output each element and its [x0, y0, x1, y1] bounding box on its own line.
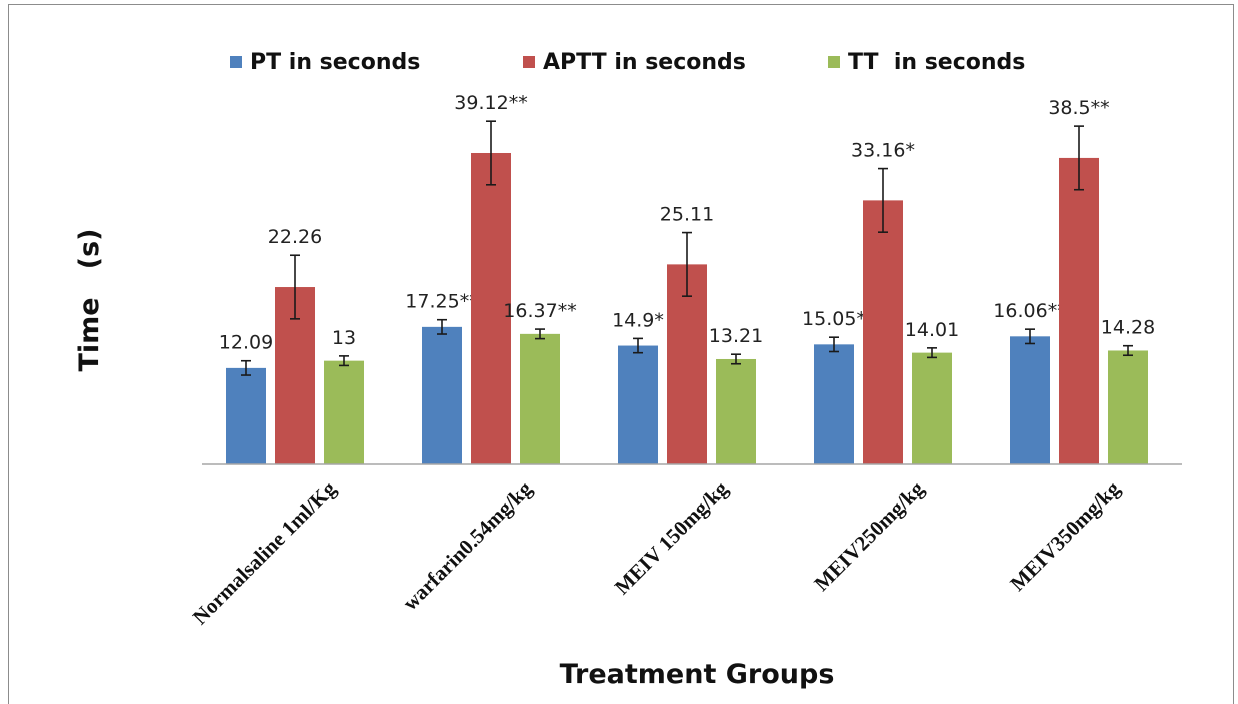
data-label-1-4: 15.05* [802, 308, 866, 330]
data-label-2-1: 22.26 [268, 226, 322, 248]
bar-2-3 [667, 264, 707, 464]
bar-3-2 [520, 333, 560, 464]
legend: PT in seconds APTT in seconds TT in seco… [230, 50, 1025, 75]
bar-3-1 [324, 360, 364, 464]
data-label-1-3: 14.9* [612, 309, 664, 331]
legend-swatch-pt [230, 56, 242, 68]
data-label-3-3: 13.21 [709, 325, 763, 347]
data-label-1-5: 16.06** [993, 300, 1066, 322]
x-axis-title: Treatment Groups [560, 659, 835, 690]
legend-label-tt: TT in seconds [848, 50, 1025, 75]
bar-1-4 [814, 344, 854, 464]
category-label-5: MEIV350mg/kg [1005, 476, 1125, 596]
error-bar-3-1 [339, 355, 349, 367]
bar-2-5 [1059, 157, 1099, 465]
category-label-2: warfarin0.54mg/kg [398, 476, 537, 615]
error-bar-1-5 [1025, 328, 1035, 345]
bar-1-2 [422, 326, 462, 464]
error-bar-3-2 [535, 328, 545, 340]
legend-label-pt: PT in seconds [250, 50, 420, 75]
error-bar-2-3 [682, 231, 692, 297]
data-label-2-4: 33.16* [851, 140, 915, 162]
error-bar-1-4 [829, 336, 839, 353]
data-label-2-2: 39.12** [454, 92, 527, 114]
data-label-2-3: 25.11 [660, 204, 714, 226]
error-bar-2-2 [486, 120, 496, 186]
data-label-3-1: 13 [332, 327, 356, 349]
bar-3-4 [912, 352, 952, 464]
error-bar-2-5 [1074, 125, 1084, 191]
category-label-3: MEIV 150mg/kg [610, 476, 733, 599]
data-label-1-2: 17.25** [405, 291, 478, 313]
category-label-1: Normalsaline 1ml/Kg [188, 476, 341, 629]
legend-label-aptt: APTT in seconds [543, 50, 746, 75]
bar-1-3 [618, 345, 658, 464]
error-bar-2-1 [290, 254, 300, 320]
error-bar-3-3 [731, 353, 741, 365]
bar-2-4 [863, 200, 903, 465]
legend-swatch-tt [828, 56, 840, 68]
bar-1-1 [226, 367, 266, 464]
error-bar-2-4 [878, 167, 888, 233]
data-label-3-5: 14.28 [1101, 317, 1155, 339]
error-bar-3-5 [1123, 344, 1133, 357]
data-label-3-2: 16.37** [503, 300, 576, 322]
bar-3-3 [716, 358, 756, 464]
category-labels: Normalsaline 1ml/Kg warfarin0.54mg/kg MEIV… [188, 476, 1125, 629]
error-bar-1-2 [437, 318, 447, 335]
data-label-2-5: 38.5** [1048, 97, 1109, 119]
data-label-3-4: 14.01 [905, 319, 959, 341]
bar-3-5 [1108, 350, 1148, 464]
error-bar-1-1 [241, 359, 251, 376]
y-axis-title: Time (s) [74, 228, 105, 371]
data-label-1-1: 12.09 [219, 332, 273, 354]
legend-swatch-aptt [523, 56, 535, 68]
error-bar-3-4 [927, 347, 937, 359]
plot-area: 12.09 22.26 13 17.25** 39.12** 16.37** 14.9* 25… [219, 92, 1155, 465]
category-label-4: MEIV250mg/kg [809, 476, 929, 596]
bar-2-2 [471, 152, 511, 464]
error-bar-1-3 [633, 337, 643, 354]
bar-1-5 [1010, 336, 1050, 464]
